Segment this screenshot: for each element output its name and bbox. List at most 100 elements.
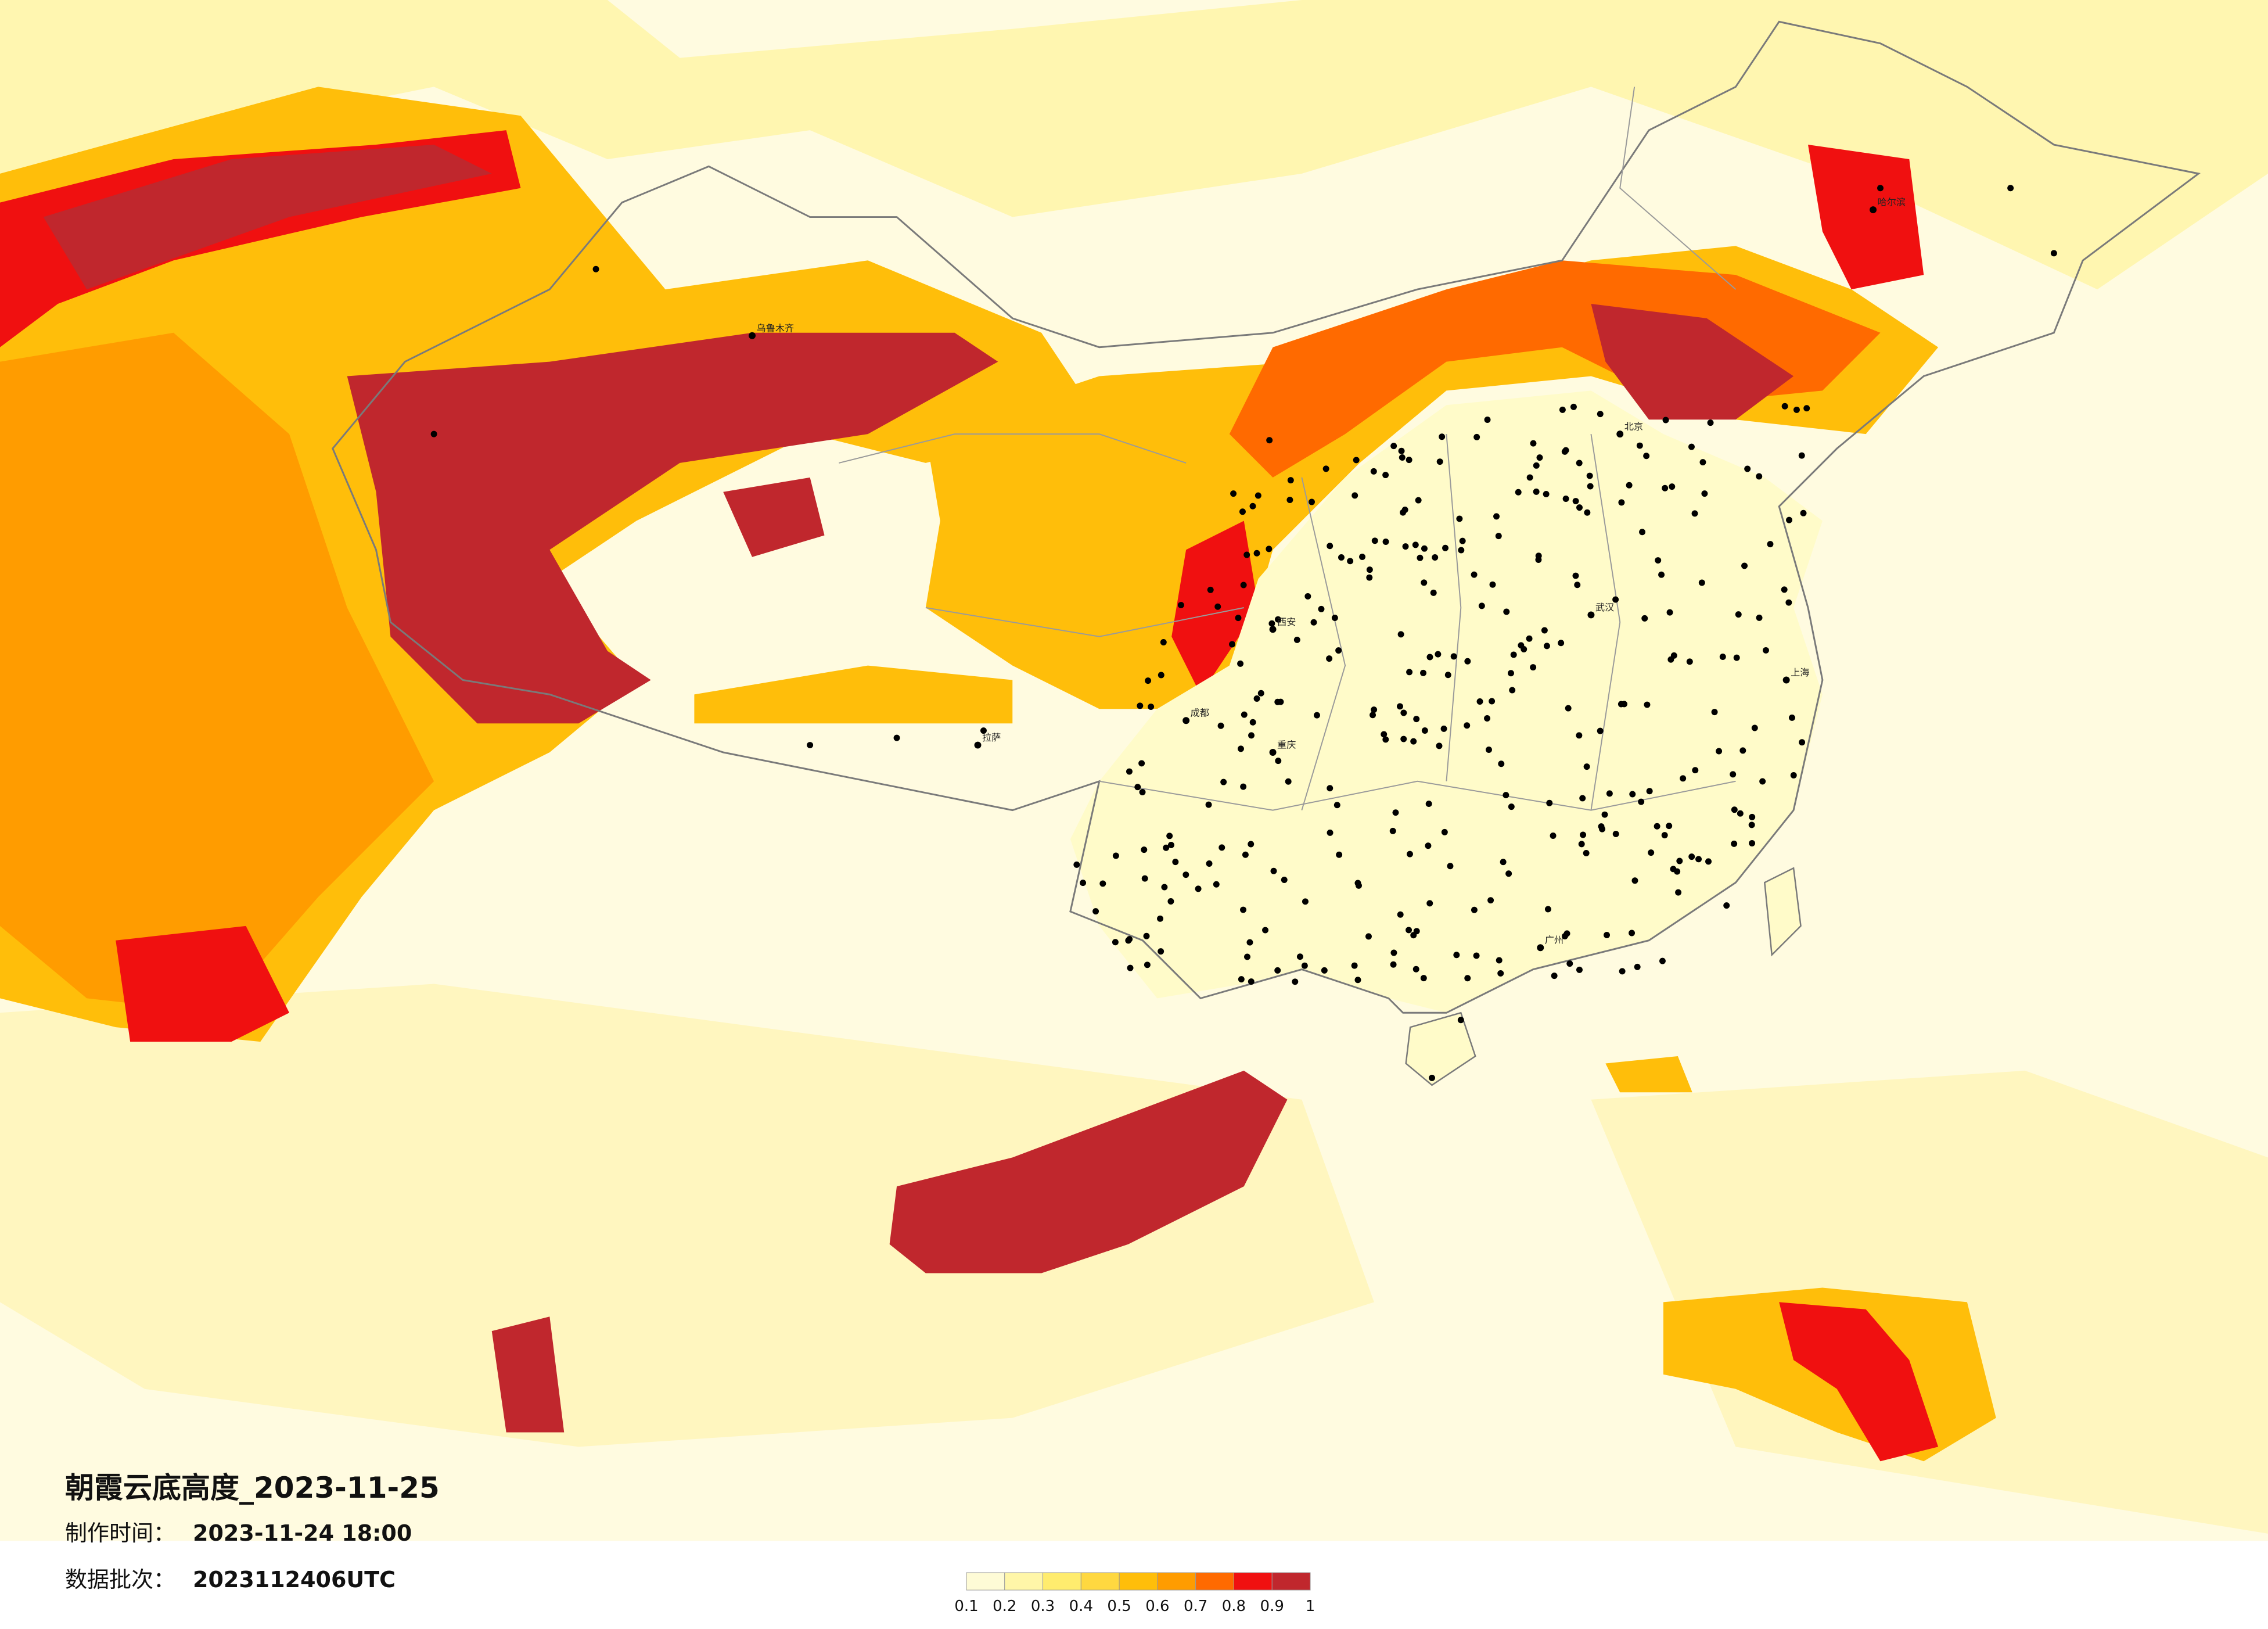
city-dot [1253, 550, 1260, 557]
city-dot [1354, 880, 1361, 887]
city-dot [1756, 614, 1763, 621]
city-dot [1476, 698, 1483, 705]
city-dot [1138, 760, 1145, 767]
legend-swatch [1080, 1572, 1120, 1591]
city-dot [1217, 722, 1224, 729]
city-dot [1487, 897, 1494, 904]
region [1070, 390, 1823, 1013]
city-dot [2007, 185, 2014, 192]
city-dot [1799, 739, 1806, 746]
city-dot [1139, 789, 1146, 795]
city-dot [1566, 960, 1573, 967]
city-dot [1195, 885, 1202, 892]
city-dot [1788, 714, 1795, 721]
legend-swatch [1233, 1572, 1273, 1591]
city-dot [1415, 497, 1422, 504]
city-dot [1292, 978, 1299, 985]
city-dot [1749, 839, 1756, 846]
legend-swatch [1119, 1572, 1158, 1591]
city-dot [1406, 669, 1413, 676]
city-dot [1744, 465, 1751, 472]
city-dot [1781, 586, 1788, 593]
city-dot [1612, 830, 1619, 837]
city-dot [1654, 823, 1660, 830]
city-dot [1518, 642, 1525, 649]
city-dot [1112, 939, 1119, 946]
city-dot [1331, 614, 1338, 621]
city-dot [1458, 547, 1465, 554]
city-dot [1302, 898, 1309, 905]
city-dot [1781, 403, 1788, 410]
city-dot [1629, 791, 1636, 798]
city-dot [1382, 736, 1389, 743]
city-dot [1735, 611, 1742, 618]
city-dot [1243, 551, 1250, 558]
city-dot [1686, 658, 1693, 665]
city-dot [592, 265, 599, 272]
city-dot [1616, 430, 1624, 438]
city-dot [1604, 931, 1611, 938]
city-dot [1612, 596, 1619, 603]
city-dot [1371, 706, 1378, 713]
city-dot [1870, 206, 1877, 214]
cloud-field [491, 1316, 565, 1433]
city-label: 西安 [1277, 616, 1296, 627]
city-dot [430, 430, 437, 437]
legend-swatch [966, 1572, 1005, 1591]
city-dot [1507, 670, 1514, 677]
city-dot [1073, 861, 1080, 868]
city-dot [1440, 725, 1447, 732]
city-dot [1213, 881, 1220, 888]
city-dot [1274, 698, 1281, 705]
city-dot [1576, 732, 1583, 739]
city-dot [1730, 771, 1737, 778]
city-dot [1464, 658, 1471, 665]
city-dot [1558, 640, 1565, 647]
city-dot [1530, 440, 1537, 447]
city-dot [1877, 185, 1884, 192]
city-dot [1749, 813, 1756, 820]
city-dot [1429, 1074, 1435, 1081]
city-dot [1365, 933, 1372, 940]
cloud-field [1779, 1302, 1939, 1462]
city-dot [1576, 504, 1583, 511]
city-dot [1390, 961, 1397, 968]
legend-swatch [1271, 1572, 1311, 1591]
city-dot [1402, 543, 1409, 550]
cloud-field [723, 477, 825, 557]
city-label: 哈尔滨 [1878, 197, 1906, 208]
city-dot [1688, 853, 1695, 860]
city-dot [1641, 615, 1648, 622]
city-dot [1767, 541, 1774, 548]
city-dot [1137, 702, 1144, 709]
city-dot [1167, 842, 1174, 849]
city-dot [1421, 727, 1428, 734]
cloud-field [694, 665, 1013, 724]
city-dot [1680, 775, 1687, 782]
city-dot [1496, 957, 1503, 964]
city-dot [1711, 709, 1718, 716]
city-dot [1246, 939, 1253, 946]
city-dot [1336, 851, 1343, 858]
city-dot [1327, 543, 1334, 550]
city-dot [1281, 877, 1288, 883]
city-dot [1421, 579, 1428, 586]
city-dot [1489, 698, 1496, 705]
city-dot [1205, 801, 1212, 808]
city-dot [1141, 846, 1148, 853]
city-dot [1240, 906, 1247, 913]
city-dot [1587, 483, 1594, 490]
cloud-field [0, 332, 434, 1013]
city-dot [1244, 953, 1250, 960]
legend-tick-label: 0.8 [1222, 1598, 1246, 1615]
city-dot [1381, 731, 1388, 738]
city-dot [1321, 967, 1328, 974]
legend-tick-label: 0.9 [1260, 1598, 1284, 1615]
city-dot [1597, 727, 1604, 734]
city-dot [1471, 571, 1478, 578]
city-dot [1537, 944, 1544, 952]
city-dot [1239, 508, 1246, 515]
city-label: 武汉 [1595, 602, 1614, 613]
city-dot [1242, 851, 1249, 858]
city-dot [1535, 557, 1542, 564]
